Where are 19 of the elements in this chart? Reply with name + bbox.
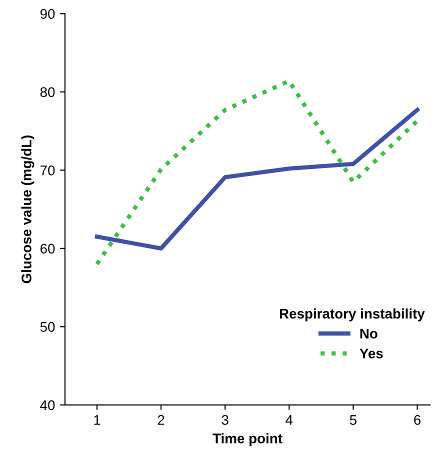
line-series <box>94 78 420 266</box>
y-tick-label: 50 <box>40 322 55 332</box>
line-series <box>94 108 420 251</box>
x-tick-label: 1 <box>94 415 100 425</box>
y-tick-label: 40 <box>40 400 55 410</box>
y-tick-label: 80 <box>40 87 55 98</box>
x-tick-label: 2 <box>158 415 164 425</box>
y-tick-label: 90 <box>40 8 55 19</box>
x-tick-label: 5 <box>350 415 356 425</box>
legend-label: No <box>360 328 378 339</box>
y-tick-label: 70 <box>40 166 55 176</box>
x-tick-label: 3 <box>222 415 228 425</box>
y-axis-title: Glucose value (mg/dL) <box>21 136 34 284</box>
y-tick-label: 60 <box>40 244 55 254</box>
legend-label: Yes <box>360 348 383 358</box>
x-axis-title: Time point <box>212 433 282 446</box>
x-tick-label: 6 <box>414 415 421 425</box>
legend-title: Respiratory instability <box>280 308 425 322</box>
x-tick-label: 4 <box>286 415 293 425</box>
